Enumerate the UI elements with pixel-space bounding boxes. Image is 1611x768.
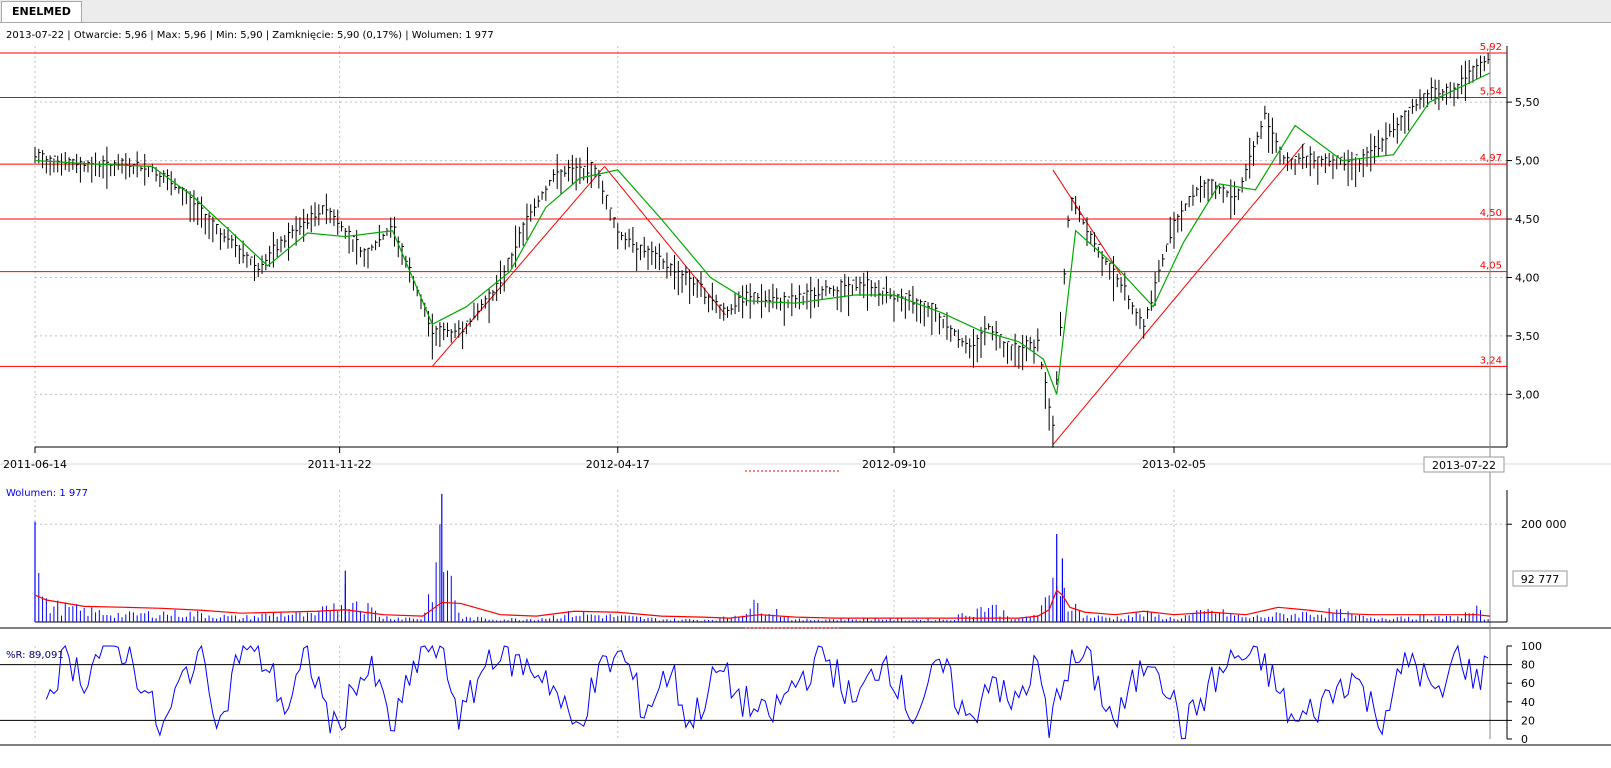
volume-label: Wolumen: 1 977 xyxy=(6,488,88,499)
quote-info: 2013-07-22 | Otwarcie: 5,96 | Max: 5,96 … xyxy=(6,30,494,41)
volume-average-line xyxy=(34,589,1491,619)
x-tick-label: 2013-02-05 xyxy=(1142,458,1206,471)
y-tick-label: 4,50 xyxy=(1515,213,1540,226)
x-tick-label: 2011-11-22 xyxy=(308,458,372,471)
williams-r-label: %R: 89,091 xyxy=(6,650,64,661)
support-resistance-label: 3,24 xyxy=(1480,355,1502,366)
wr-y-tick-label: 80 xyxy=(1521,659,1535,672)
volume-cursor-value: 92 777 xyxy=(1521,573,1560,586)
y-tick-label: 3,00 xyxy=(1515,388,1540,401)
wr-y-tick-label: 100 xyxy=(1521,640,1542,653)
trend-line[interactable] xyxy=(604,166,726,316)
volume-cursor-box xyxy=(1512,570,1568,587)
support-resistance-label: 5,92 xyxy=(1480,42,1502,53)
volume-y-tick-label: 200 000 xyxy=(1521,518,1567,531)
y-tick-label: 5,00 xyxy=(1515,155,1540,168)
wr-y-tick-label: 40 xyxy=(1521,696,1535,709)
trend-line[interactable] xyxy=(1052,142,1305,445)
y-tick-label: 5,50 xyxy=(1515,96,1540,109)
support-resistance-label: 5,54 xyxy=(1480,86,1502,97)
y-tick-label: 3,50 xyxy=(1515,330,1540,343)
support-resistance-label: 4,50 xyxy=(1480,208,1502,219)
support-resistance-label: 4,97 xyxy=(1480,153,1502,164)
y-tick-label: 4,00 xyxy=(1515,271,1540,284)
moving-average-line xyxy=(34,72,1491,395)
x-tick-label: 2012-09-10 xyxy=(862,458,926,471)
cursor-date-label: 2013-07-22 xyxy=(1432,459,1496,472)
wr-y-tick-label: 0 xyxy=(1521,733,1528,746)
tab-enelmed[interactable]: ENELMED xyxy=(1,1,82,22)
x-tick-label: 2012-04-17 xyxy=(586,458,650,471)
wr-y-tick-label: 60 xyxy=(1521,677,1535,690)
williams-r-line xyxy=(45,644,1489,740)
support-resistance-label: 4,05 xyxy=(1480,261,1502,272)
wr-y-tick-label: 20 xyxy=(1521,714,1535,727)
trend-line[interactable] xyxy=(431,166,605,367)
tab-bar: ENELMED xyxy=(0,0,1611,23)
x-tick-label: 2011-06-14 xyxy=(3,458,67,471)
cursor-date-box xyxy=(1423,456,1505,473)
